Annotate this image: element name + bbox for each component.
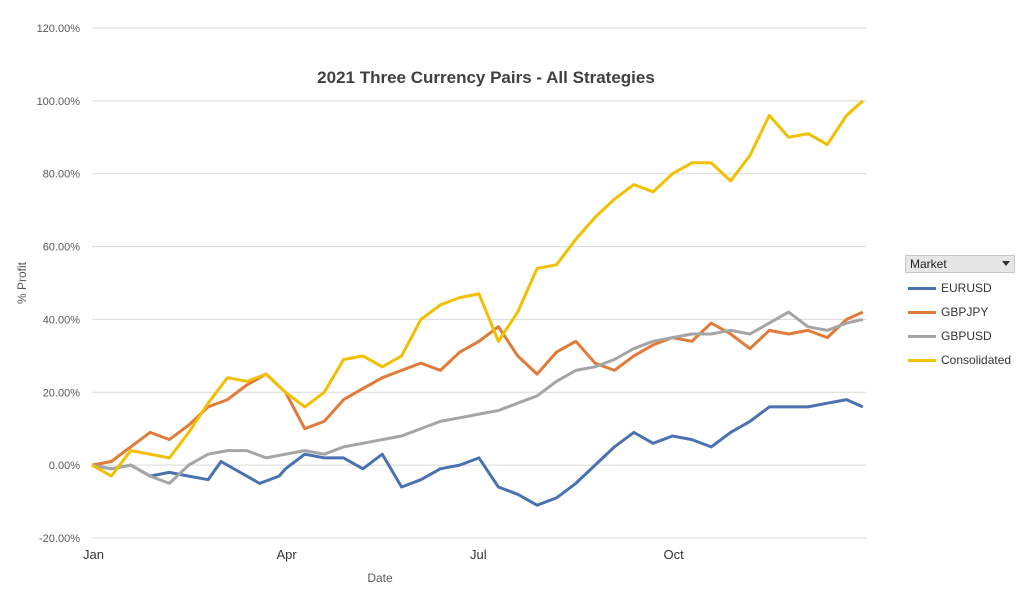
y-tick-label: 0.00% xyxy=(49,460,80,472)
legend-label: EURUSD xyxy=(941,281,992,295)
y-tick-label: -20.00% xyxy=(39,533,80,545)
y-axis-label: % Profit xyxy=(15,261,29,304)
y-tick-label: 120.00% xyxy=(37,23,81,35)
legend-title: Market xyxy=(910,257,947,271)
legend-item-gbpusd: GBPUSD xyxy=(905,327,1015,345)
series-line-consolidated xyxy=(91,99,864,478)
y-tick-label: 80.00% xyxy=(43,169,81,181)
legend-swatch xyxy=(908,359,936,362)
series-line-gbpusd xyxy=(91,310,864,485)
y-tick-label: 20.00% xyxy=(43,387,81,399)
legend-swatch xyxy=(908,335,936,338)
legend-item-gbpjpy: GBPJPY xyxy=(905,303,1015,321)
gridlines xyxy=(92,27,866,539)
dropdown-arrow-icon[interactable] xyxy=(1002,261,1010,266)
legend-item-eurusd: EURUSD xyxy=(905,279,1015,297)
x-tick-label: Apr xyxy=(277,547,298,562)
legend-label: GBPJPY xyxy=(941,305,989,319)
legend-label: Consolidated xyxy=(941,353,1012,367)
legend-label: GBPUSD xyxy=(941,329,992,343)
legend-filter-button[interactable]: Market xyxy=(905,255,1015,273)
legend-item-consolidated: Consolidated xyxy=(905,351,1015,369)
series-lines xyxy=(91,99,864,507)
series-line-gbpjpy xyxy=(91,310,864,467)
legend-swatch xyxy=(908,311,936,314)
y-axis-ticks: 120.00% 100.00% 80.00% 60.00% 40.00% 20.00% 0.… xyxy=(37,23,81,545)
x-axis-label: Date xyxy=(367,571,393,585)
chart-title: 2021 Three Currency Pairs - All Strategi… xyxy=(317,68,655,87)
x-axis-ticks: Jan Apr Jul Oct xyxy=(83,547,684,562)
y-tick-label: 100.00% xyxy=(37,96,81,108)
x-tick-label: Jan xyxy=(83,547,104,562)
y-tick-label: 40.00% xyxy=(43,314,81,326)
legend-swatch xyxy=(908,287,936,290)
x-tick-label: Oct xyxy=(664,547,685,562)
x-tick-label: Jul xyxy=(470,547,487,562)
series-line-eurusd xyxy=(91,398,864,507)
legend: Market EURUSD GBPJPY GBPUSD Consolidated xyxy=(905,255,1015,369)
y-tick-label: 60.00% xyxy=(43,242,81,254)
